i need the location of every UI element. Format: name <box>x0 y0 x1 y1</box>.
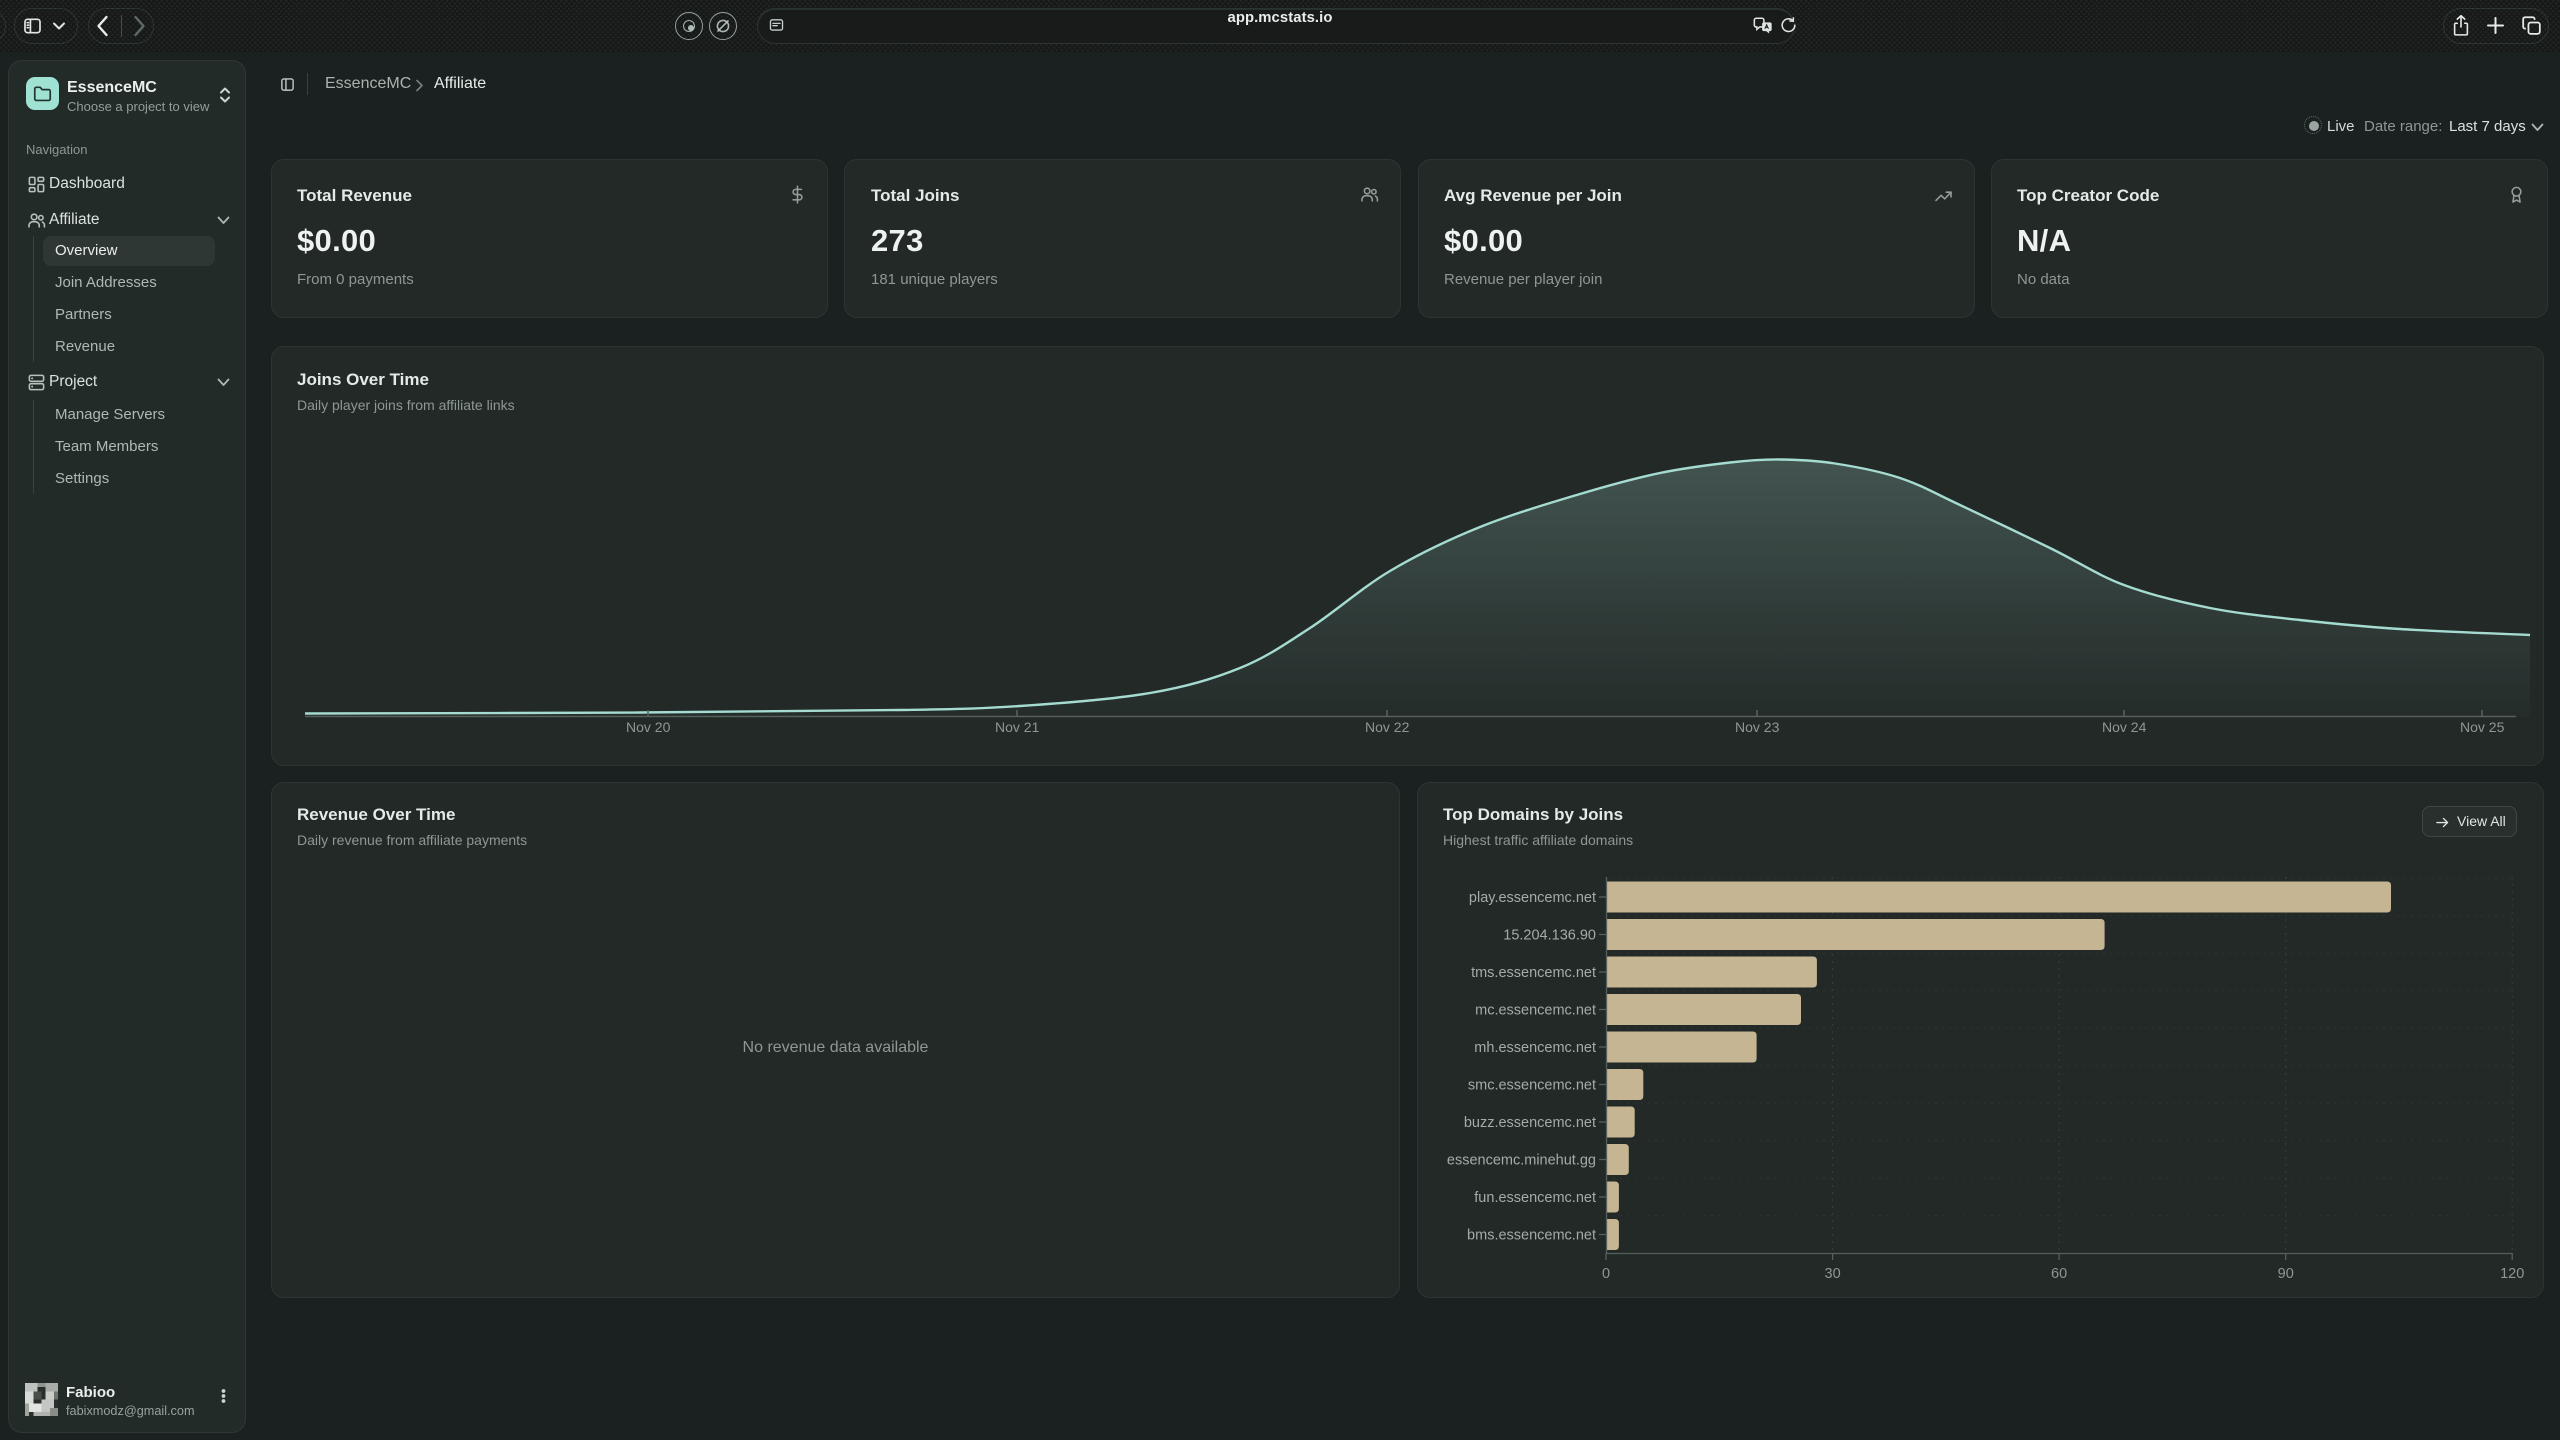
svg-text:120: 120 <box>2500 1266 2524 1282</box>
svg-text:30: 30 <box>1825 1266 1841 1282</box>
svg-text:0: 0 <box>1602 1266 1610 1282</box>
svg-text:mc.essencemc.net: mc.essencemc.net <box>1475 1003 1596 1019</box>
svg-text:buzz.essencemc.net: buzz.essencemc.net <box>1464 1115 1596 1131</box>
svg-text:90: 90 <box>2278 1266 2294 1282</box>
svg-text:tms.essencemc.net: tms.essencemc.net <box>1471 965 1596 981</box>
svg-text:bms.essencemc.net: bms.essencemc.net <box>1467 1228 1596 1244</box>
svg-text:mh.essencemc.net: mh.essencemc.net <box>1474 1040 1596 1056</box>
svg-text:60: 60 <box>2051 1266 2067 1282</box>
svg-text:play.essencemc.net: play.essencemc.net <box>1469 890 1596 906</box>
svg-text:15.204.136.90: 15.204.136.90 <box>1503 928 1596 944</box>
svg-text:smc.essencemc.net: smc.essencemc.net <box>1468 1078 1596 1094</box>
svg-text:fun.essencemc.net: fun.essencemc.net <box>1474 1190 1596 1206</box>
svg-text:essencemc.minehut.gg: essencemc.minehut.gg <box>1447 1153 1596 1169</box>
